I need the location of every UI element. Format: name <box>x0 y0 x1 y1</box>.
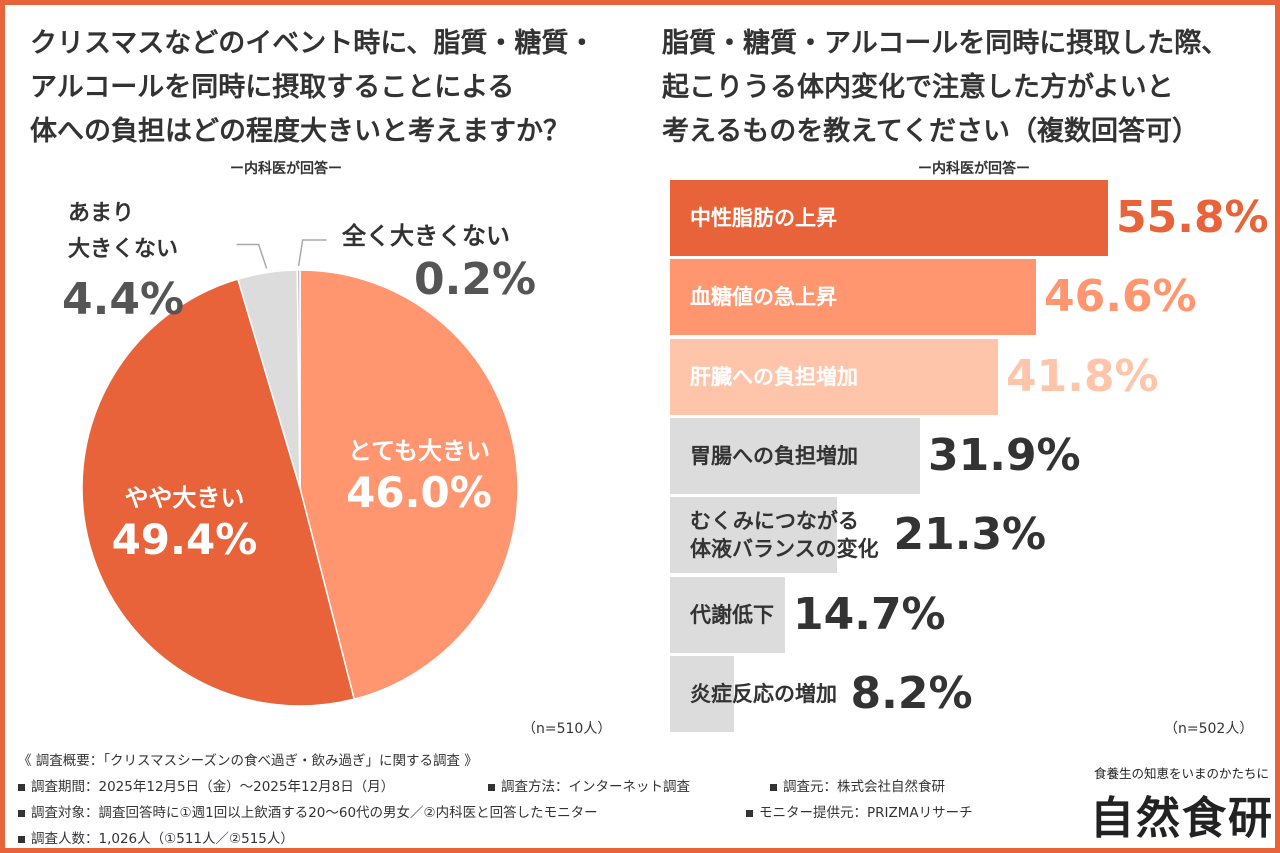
survey-method-text: 調査方法：インターネット調査 <box>501 779 690 795</box>
survey-target-text: 調査対象：調査回答時に①週1回以上飲酒する20～60代の男女／②内科医と回答した… <box>31 805 598 821</box>
pie-slice-value: 46.0% <box>346 468 492 517</box>
question-2-title: 脂質・糖質・アルコールを同時に摂取した際、 起こりうる体内変化で注意した方がよい… <box>662 22 1228 154</box>
question-2-line: 起こりうる体内変化で注意した方がよいと <box>662 72 1174 103</box>
brand-tagline: 食養生の知恵をいまのかたちに <box>1094 766 1270 781</box>
pie-slice-value: 0.2% <box>414 254 536 305</box>
question-1-line: 体への負担はどの程度大きいと考えますか？ <box>30 116 570 147</box>
bar-value: 41.8% <box>1006 351 1159 402</box>
bar <box>670 259 1036 335</box>
survey-source: 調査元：株式会社自然食研 <box>770 775 945 795</box>
bar-label: 肝臓への負担増加 <box>690 363 858 391</box>
bar-label: 血糖値の急上昇 <box>690 283 837 311</box>
pie-slice <box>81 278 356 707</box>
bar-subtitle: ー内科医が回答ー <box>918 161 1030 177</box>
survey-provider: モニター提供元：PRIZMAリサーチ <box>746 801 973 821</box>
square-bullet-icon <box>18 809 25 817</box>
bar-value: 55.8% <box>1116 192 1269 243</box>
bar <box>670 339 998 415</box>
pie-slice-label: あまり <box>68 201 134 226</box>
question-1-line: クリスマスなどのイベント時に、脂質・糖質・ <box>30 28 596 59</box>
bar-label-line: 胃腸への負担増加 <box>690 444 858 468</box>
square-bullet-icon <box>488 783 495 791</box>
bar <box>670 497 837 573</box>
survey-provider-text: モニター提供元：PRIZMAリサーチ <box>759 805 973 821</box>
bar-label-line: 中性脂肪の上昇 <box>690 206 837 230</box>
question-1-title: クリスマスなどのイベント時に、脂質・糖質・ アルコールを同時に摂取することによる… <box>30 22 595 154</box>
bar-value: 21.3% <box>893 509 1047 560</box>
bar-label-line: 肝臓への負担増加 <box>690 365 858 389</box>
bar-value: 31.9% <box>928 430 1081 481</box>
pie-slice-label: とても大きい <box>348 437 490 465</box>
pie-slice <box>296 269 301 489</box>
bar-label: 中性脂肪の上昇 <box>690 204 837 232</box>
pie-leader-line <box>297 239 327 267</box>
bar-label: むくみにつながる 体液バランスの変化 <box>690 507 879 563</box>
pie-slice-label: やや大きい <box>124 484 244 512</box>
bar-label-line: 血糖値の急上昇 <box>690 285 837 309</box>
question-2-line: 脂質・糖質・アルコールを同時に摂取した際、 <box>662 28 1229 59</box>
pie-slice-label: 全く大きくない <box>341 222 510 250</box>
pie-subtitle: ー内科医が回答ー <box>230 161 342 177</box>
pie-slice-label: 大きくない <box>68 237 178 262</box>
bar-value: 46.6% <box>1044 271 1197 322</box>
pie-sample-size: （n=510人） <box>522 721 612 737</box>
bar-value: 8.2% <box>850 668 973 719</box>
bar-label-line: 代謝低下 <box>690 603 774 627</box>
bar-label: 胃腸への負担増加 <box>690 442 858 470</box>
survey-method: 調査方法：インターネット調査 <box>488 775 690 795</box>
survey-count: 調査人数：1,026人（①511人／②515人） <box>18 827 294 847</box>
bar-value: 14.7% <box>793 589 946 640</box>
bar <box>670 656 734 732</box>
bar-sample-size: （n=502人） <box>1164 721 1254 737</box>
pie-slice-value: 49.4% <box>112 515 258 564</box>
question-2-line: 考えるものを教えてください（複数回答可） <box>662 116 1200 147</box>
bar <box>670 577 785 653</box>
survey-count-text: 調査人数：1,026人（①511人／②515人） <box>31 831 294 847</box>
square-bullet-icon <box>18 783 25 791</box>
brand-logo: 自然食研 <box>1090 793 1274 844</box>
survey-period: 調査期間：2025年12月5日（金）～2025年12月8日（月） <box>18 775 394 795</box>
survey-target: 調査対象：調査回答時に①週1回以上飲酒する20～60代の男女／②内科医と回答した… <box>18 801 598 821</box>
bar-label-line: 炎症反応の増加 <box>690 682 837 706</box>
pie-slice <box>299 269 519 701</box>
bar <box>670 418 920 494</box>
square-bullet-icon <box>770 783 777 791</box>
bar-label-line: むくみにつながる <box>690 509 859 533</box>
question-1-line: アルコールを同時に摂取することによる <box>30 72 515 103</box>
survey-source-text: 調査元：株式会社自然食研 <box>783 779 945 795</box>
pie-slice-value: 4.4% <box>62 274 184 325</box>
square-bullet-icon <box>746 809 753 817</box>
survey-period-text: 調査期間：2025年12月5日（金）～2025年12月8日（月） <box>31 779 395 795</box>
square-bullet-icon <box>18 835 25 843</box>
bar-label: 炎症反応の増加 <box>690 680 837 708</box>
pie-leader-line <box>236 243 268 269</box>
bar-label: 代謝低下 <box>690 601 774 629</box>
survey-summary-title: 《 調査概要：「クリスマスシーズンの食べ過ぎ・飲み過ぎ」に関する調査 》 <box>18 753 478 769</box>
bar-label-line: 体液バランスの変化 <box>690 537 879 561</box>
bar <box>670 180 1108 256</box>
